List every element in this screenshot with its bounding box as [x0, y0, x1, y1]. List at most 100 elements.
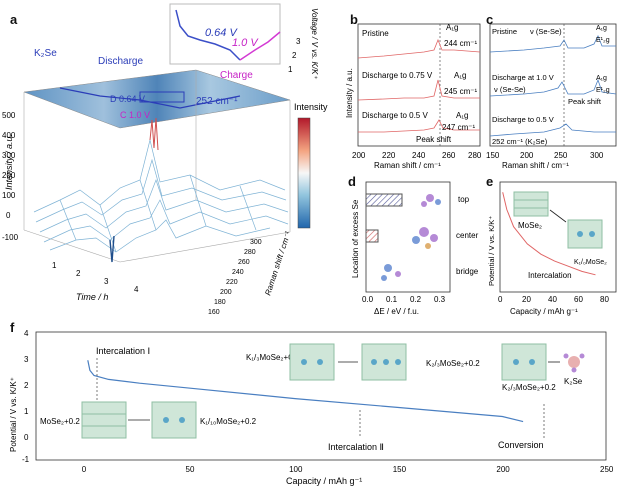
c-mode-a1: A₁g: [596, 25, 607, 32]
c-mode-e1: E¹₂g: [596, 37, 610, 44]
inset-tick-1: 1: [288, 65, 293, 74]
c-label-1-0: Discharge at 1.0 V: [492, 73, 554, 82]
e-xtick-80: 80: [600, 295, 609, 304]
b-peak-244: 244 cm⁻¹: [444, 39, 477, 48]
panel-c: c Pristine ν (Se-Se) A₁g E¹₂g Discharge …: [484, 0, 619, 170]
panel-a: a 0.64 V 1.0 V 3 2 1 Voltage / V vs. K/K…: [0, 0, 340, 318]
f-intercalation-1: Intercalation Ⅰ: [96, 346, 150, 356]
c-trace-0-5: [489, 123, 616, 137]
c-note-1-0: ν (Se-Se): [494, 85, 526, 94]
d-xlabel: ΔE / eV / f.u.: [374, 307, 419, 316]
discharge-label: Discharge: [98, 56, 143, 67]
charge-curve: [239, 31, 281, 61]
e-mose2-structure: [513, 191, 549, 217]
f-xtick-100: 100: [289, 465, 303, 474]
d-xtick-1: 0.1: [386, 295, 398, 304]
f-xlabel: Capacity / mAh g⁻¹: [286, 476, 362, 486]
f-ylabel: Potential / V vs. K/K⁺: [9, 377, 18, 452]
panel-e: e MoSe₂ K₁/₀MoSe₂ Intercalation Potentia…: [484, 170, 619, 318]
c-note-k2se: 252 cm⁻¹ (K₂Se): [492, 137, 548, 146]
b-xtick-260: 260: [442, 151, 456, 160]
inset-tick-3: 3: [296, 37, 301, 46]
c-note-pristine: ν (Se-Se): [530, 27, 562, 36]
e-kmose2-structure: [567, 219, 603, 249]
panel-b: b Intensity / a.u. Pristine A₁g 244 cm⁻¹…: [344, 0, 484, 170]
z-tick-200: 200: [2, 171, 16, 180]
z-tick-0: 0: [6, 211, 11, 220]
raman-tick-220: 220: [226, 279, 238, 286]
b-xtick-220: 220: [382, 151, 396, 160]
d-loc-bridge: bridge: [456, 267, 479, 276]
time-axis-label: Time / h: [76, 292, 108, 302]
panel-letter-a: a: [10, 12, 18, 27]
raman-axis-label: Raman shift / cm⁻¹: [263, 230, 292, 297]
d-label: D 0.64 V: [110, 94, 145, 104]
f-structure-k110: [151, 401, 197, 439]
panel-f: f 4 3 2 1 0 -1 Potential / V vs. K/K⁺ In…: [0, 320, 619, 488]
c-xtick-300: 300: [590, 151, 604, 160]
panel-letter-f: f: [10, 320, 15, 335]
f-ytick-minus1: -1: [22, 455, 30, 464]
b-peak-247: 247 cm⁻¹: [442, 123, 475, 132]
d-xtick-3: 0.3: [434, 295, 446, 304]
b-mode-2: A₁g: [454, 71, 466, 80]
f-ytick-2: 2: [24, 381, 29, 390]
d-loc-top: top: [458, 195, 470, 204]
e-kmose2-label: K₁/₀MoSe₂: [574, 259, 607, 266]
f-label-k2se: K₂Se: [564, 377, 583, 386]
time-tick-3: 3: [104, 277, 109, 286]
d-bar-center: [365, 229, 379, 243]
c-label: C 1.0 V: [120, 110, 150, 120]
e-xtick-0: 0: [498, 295, 503, 304]
inset-v1: 0.64 V: [205, 27, 238, 39]
raman-tick-160: 160: [208, 309, 220, 316]
c-peak-shift: Peak shift: [568, 97, 602, 106]
c-xtick-200: 200: [520, 151, 534, 160]
b-trace-0-75: [357, 79, 480, 101]
raman-tick-180: 180: [214, 299, 226, 306]
discharge-curve: [175, 9, 241, 61]
voltage-inset: 0.64 V 1.0 V 3 2 1 Voltage / V vs. K/K⁺: [169, 3, 319, 79]
time-tick-1: 1: [52, 261, 57, 270]
f-ytick-4: 4: [24, 329, 29, 338]
f-structure-mose2: [81, 401, 127, 439]
e-mose2-label: MoSe₂: [518, 221, 542, 230]
inset-voltage-label: Voltage / V vs. K/K⁺: [310, 8, 319, 79]
z-tick-minus100: -100: [2, 233, 19, 242]
f-xtick-150: 150: [393, 465, 407, 474]
charge-label: Charge: [220, 70, 253, 81]
time-tick-4: 4: [134, 285, 139, 294]
e-curve: [502, 192, 596, 276]
b-trace-pristine: [357, 38, 481, 59]
f-label-k110: K₁/₁₀MoSe₂+0.2: [200, 417, 257, 426]
c-xlabel: Raman shift / cm⁻¹: [502, 161, 569, 170]
raman-tick-300: 300: [250, 239, 262, 246]
c-trace-pristine: [489, 35, 616, 53]
inset-tick-2: 2: [292, 51, 297, 60]
d-xtick-2: 0.2: [410, 295, 422, 304]
f-label-k13: K₁/₃MoSe₂+0.2: [246, 353, 300, 362]
chart-d: Location of excess Se top center bridge …: [351, 181, 479, 316]
d-structure-top: [421, 194, 441, 207]
b-label-pristine: Pristine: [362, 29, 389, 38]
d-structure-center: [412, 227, 438, 249]
panel-d: d Location of excess Se top center bridg…: [344, 170, 484, 318]
f-ytick-0: 0: [24, 433, 29, 442]
b-ylabel: Intensity / a.u.: [345, 68, 354, 118]
b-xtick-240: 240: [412, 151, 426, 160]
e-ylabel: Potential / V vs. K/K⁺: [487, 216, 496, 286]
b-label-0-75: Discharge to 0.75 V: [362, 71, 433, 80]
e-xlabel: Capacity / mAh g⁻¹: [510, 307, 578, 316]
c-xtick-150: 150: [486, 151, 500, 160]
f-structure-k2se: [563, 353, 585, 373]
f-xtick-250: 250: [600, 465, 614, 474]
panel-letter-c: c: [486, 12, 494, 27]
panel-letter-e: e: [486, 174, 494, 189]
c-mode-e2: E¹₂g: [596, 87, 610, 94]
b-mode-1: A₁g: [446, 23, 458, 32]
e-intercalation: Intercalation: [528, 271, 572, 280]
d-loc-center: center: [456, 231, 479, 240]
c-label-pristine: Pristine: [492, 27, 517, 36]
panel-letter-b: b: [350, 12, 358, 27]
b-xlabel: Raman shift / cm⁻¹: [374, 161, 441, 170]
